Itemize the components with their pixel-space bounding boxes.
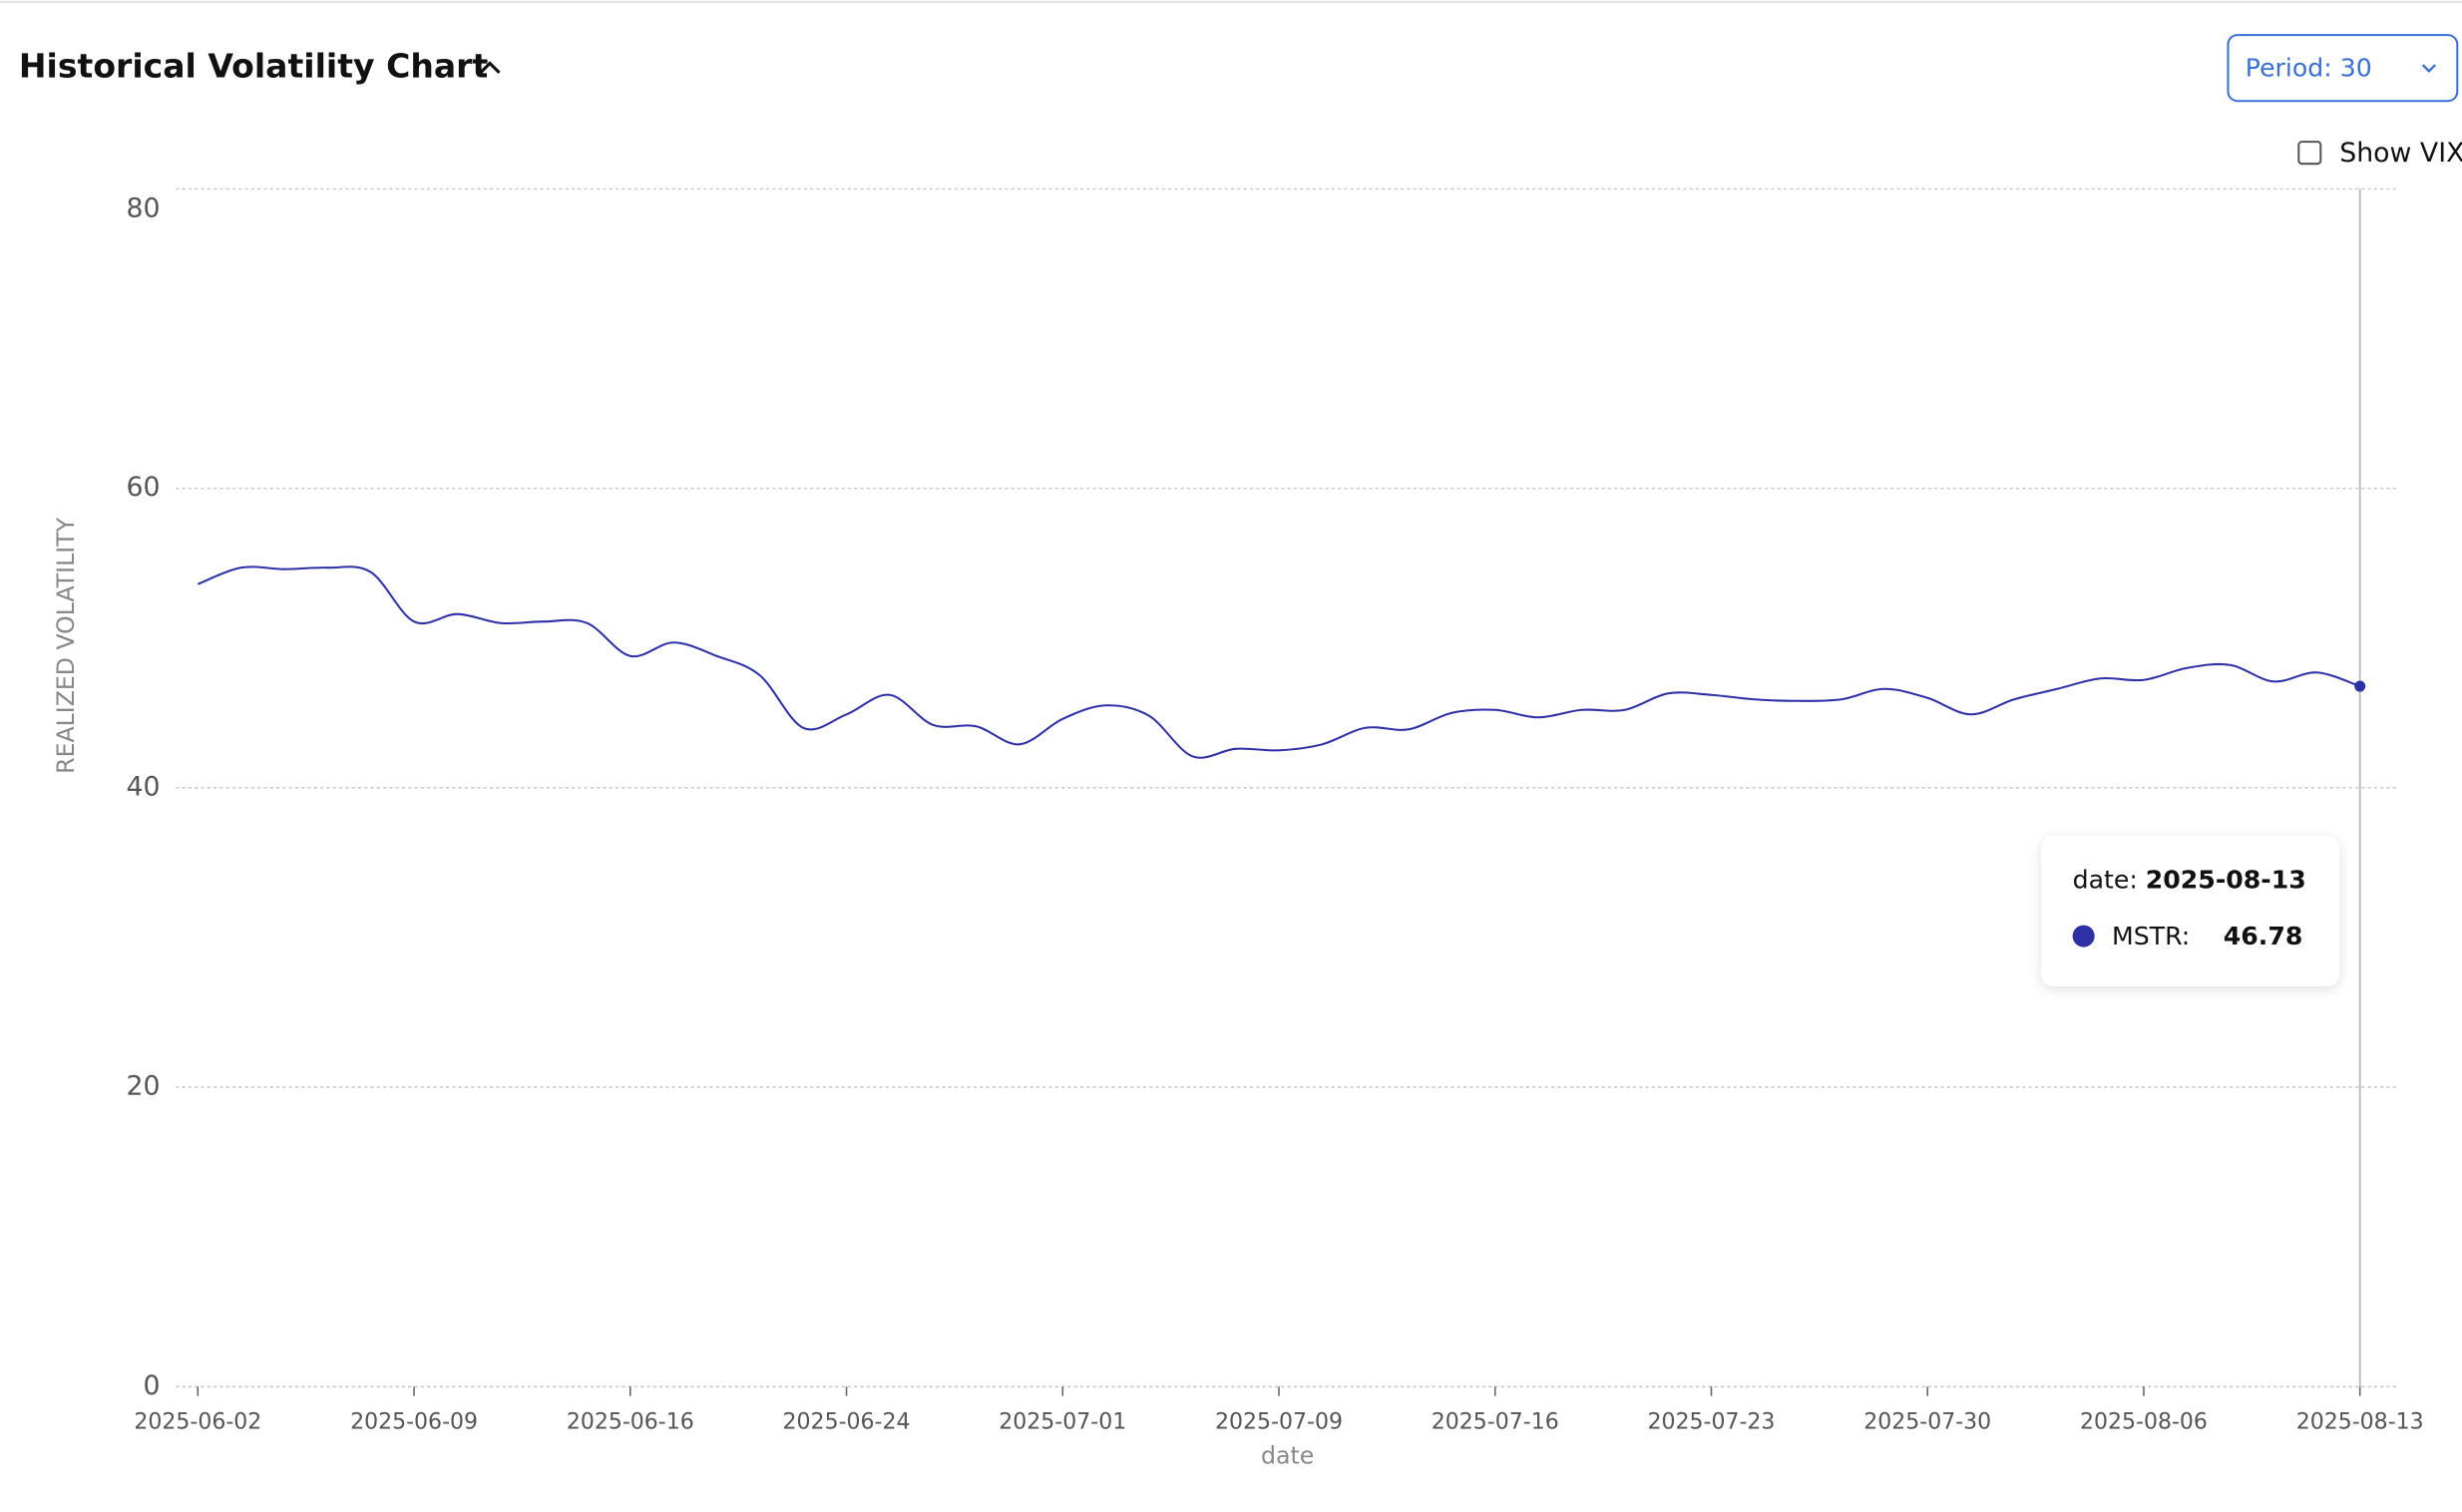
collapse-toggle[interactable] bbox=[479, 61, 501, 75]
select-label[interactable]: Period: 30 bbox=[2246, 54, 2372, 83]
tooltip-date-value: 2025-08-13 bbox=[2146, 865, 2306, 894]
x-tick-label: 2025-06-16 bbox=[567, 1410, 694, 1435]
x-tick-label: 2025-08-13 bbox=[2296, 1410, 2424, 1435]
y-tick-label: 60 bbox=[126, 472, 160, 503]
x-tick-label: 2025-06-09 bbox=[350, 1410, 478, 1435]
x-tick-label: 2025-07-16 bbox=[1432, 1410, 1559, 1435]
tooltip: date: 2025-08-13 MSTR: 46.78 bbox=[2041, 835, 2340, 986]
hover-dot bbox=[2354, 680, 2366, 692]
x-axis-label: date bbox=[1261, 1442, 1314, 1470]
x-tick-label: 2025-07-30 bbox=[1863, 1410, 1991, 1435]
tooltip-date: date: 2025-08-13 bbox=[2073, 865, 2306, 894]
plot-area: 0 20 40 60 80 2025-06-02 2025-06-09 2025-06-16 2… bbox=[126, 188, 2424, 1435]
y-tick-label: 20 bbox=[126, 1071, 160, 1102]
y-tick-label: 40 bbox=[126, 771, 160, 802]
x-tick-label: 2025-07-01 bbox=[999, 1410, 1126, 1435]
y-tick-label: 80 bbox=[126, 192, 160, 223]
x-tick-label: 2025-07-09 bbox=[1215, 1410, 1343, 1435]
x-tick-label: 2025-07-23 bbox=[1648, 1410, 1776, 1435]
period-select[interactable]: Period: 30 bbox=[2227, 34, 2459, 103]
chart-title: Historical Volatility Chart bbox=[19, 47, 489, 86]
vix-label[interactable]: Show VIX bbox=[2339, 138, 2462, 169]
series-line bbox=[197, 566, 2361, 759]
tooltip-box bbox=[2041, 835, 2340, 986]
select-chevron bbox=[2421, 64, 2437, 73]
x-tick-label: 2025-08-06 bbox=[2080, 1410, 2208, 1435]
select-box[interactable] bbox=[2227, 34, 2459, 103]
tooltip-swatch bbox=[2072, 925, 2095, 947]
tooltip-date-label: date: bbox=[2073, 865, 2138, 894]
tooltip-series-label: MSTR: bbox=[2112, 922, 2190, 950]
vix-checkbox[interactable] bbox=[2297, 141, 2322, 166]
y-tick-label: 0 bbox=[144, 1370, 161, 1401]
tooltip-value: 46.78 bbox=[2224, 922, 2303, 950]
x-tick-label: 2025-06-24 bbox=[783, 1410, 911, 1435]
y-axis-label: REALIZED VOLATILITY bbox=[52, 517, 80, 773]
x-tick-label: 2025-06-02 bbox=[134, 1410, 261, 1435]
